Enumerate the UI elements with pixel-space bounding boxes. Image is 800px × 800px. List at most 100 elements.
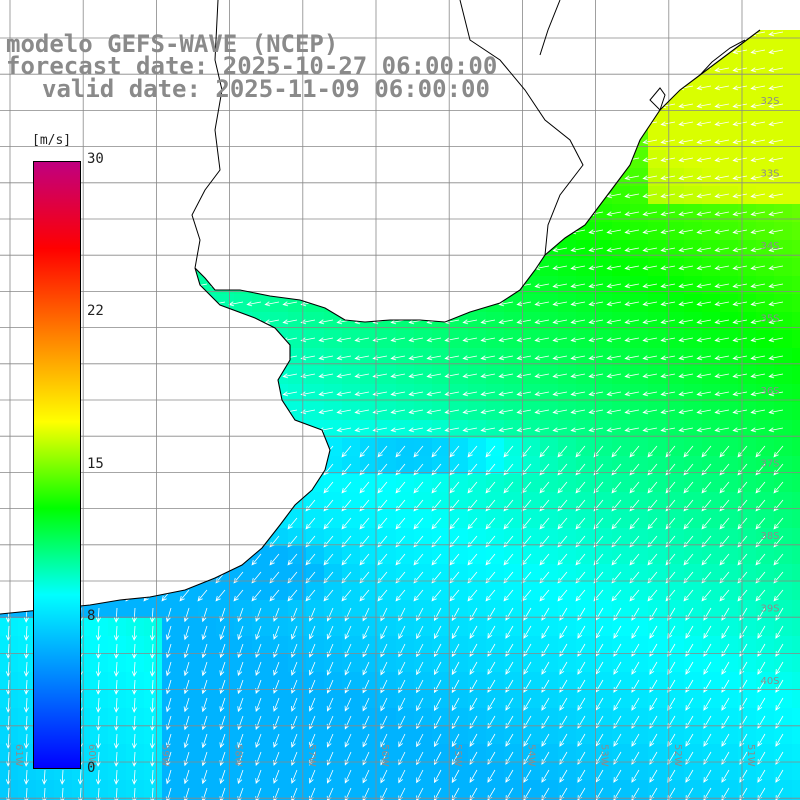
speed-cell — [198, 654, 217, 673]
speed-cell — [90, 114, 109, 133]
wind-arrow — [714, 373, 730, 379]
speed-cell — [180, 492, 199, 511]
speed-cell — [198, 222, 217, 241]
wind-arrow — [161, 463, 172, 476]
speed-cell — [792, 348, 800, 367]
speed-cell — [774, 114, 793, 133]
speed-cell — [612, 348, 631, 367]
speed-cell — [126, 150, 145, 169]
wind-arrow — [570, 247, 586, 253]
wind-arrow — [102, 373, 118, 379]
speed-cell — [0, 420, 19, 439]
speed-cell — [630, 114, 649, 133]
speed-cell — [324, 186, 343, 205]
speed-cell — [378, 672, 397, 691]
wind-arrow — [642, 319, 658, 325]
wind-arrow — [113, 751, 119, 767]
wind-arrow — [449, 445, 460, 458]
wind-arrow — [305, 463, 316, 476]
speed-cell — [432, 222, 451, 241]
speed-cell — [720, 402, 739, 421]
speed-cell — [108, 402, 127, 421]
wind-arrow — [660, 31, 676, 37]
speed-cell — [738, 240, 757, 259]
wind-arrow — [269, 481, 280, 494]
speed-cell — [108, 330, 127, 349]
wind-arrow — [336, 139, 352, 145]
speed-cell — [378, 690, 397, 709]
speed-cell — [540, 384, 559, 403]
speed-cell — [234, 672, 253, 691]
wind-arrow — [498, 139, 514, 145]
speed-cell — [396, 330, 415, 349]
wind-arrow — [552, 67, 568, 73]
wind-arrow — [390, 391, 406, 397]
speed-cell — [504, 708, 523, 727]
speed-cell — [378, 798, 397, 800]
speed-cell — [180, 690, 199, 709]
wind-arrow — [165, 679, 172, 695]
wind-arrow — [416, 733, 424, 748]
speed-cell — [0, 492, 19, 511]
wind-arrow — [611, 517, 622, 530]
wind-arrow — [174, 211, 190, 217]
wind-arrow — [174, 139, 190, 145]
wind-arrow — [750, 409, 766, 415]
wind-arrow — [588, 157, 604, 163]
wind-arrow — [431, 481, 442, 494]
speed-cell — [468, 420, 487, 439]
speed-cell — [702, 762, 721, 781]
wind-arrow — [577, 697, 586, 711]
wind-arrow — [552, 175, 568, 181]
speed-cell — [180, 222, 199, 241]
speed-cell — [288, 690, 307, 709]
wind-arrow — [149, 661, 155, 677]
wind-arrow — [161, 499, 172, 512]
speed-cell — [252, 204, 271, 223]
speed-cell — [756, 96, 775, 115]
wind-arrow — [588, 355, 604, 361]
speed-cell — [252, 456, 271, 475]
speed-cell — [162, 492, 181, 511]
speed-cell — [738, 600, 757, 619]
wind-arrow — [287, 481, 298, 494]
wind-arrow — [732, 373, 748, 379]
wind-arrow — [246, 193, 262, 199]
speed-cell — [612, 762, 631, 781]
wind-arrow — [372, 31, 388, 37]
wind-arrow — [516, 301, 532, 307]
wind-arrow — [156, 103, 172, 109]
speed-cell — [0, 204, 19, 223]
wind-arrow — [498, 247, 514, 253]
speed-cell — [522, 312, 541, 331]
speed-cell — [288, 222, 307, 241]
speed-cell — [630, 618, 649, 637]
wind-arrow — [264, 301, 280, 307]
speed-cell — [486, 798, 505, 800]
wind-arrow — [354, 103, 370, 109]
wind-arrow — [631, 643, 640, 657]
wind-arrow — [156, 373, 172, 379]
wind-arrow — [660, 409, 676, 415]
speed-cell — [324, 402, 343, 421]
wind-arrow — [642, 301, 658, 307]
wind-arrow — [323, 589, 334, 602]
speed-cell — [324, 744, 343, 763]
wind-arrow — [660, 355, 676, 361]
wind-arrow — [84, 211, 100, 217]
wind-arrow — [219, 697, 226, 713]
speed-cell — [540, 60, 559, 79]
speed-cell — [144, 492, 163, 511]
wind-arrow — [264, 211, 280, 217]
speed-cell — [198, 402, 217, 421]
speed-cell — [558, 186, 577, 205]
speed-cell — [522, 654, 541, 673]
wind-arrow — [480, 283, 496, 289]
speed-cell — [396, 150, 415, 169]
wind-arrow — [318, 157, 334, 163]
speed-cell — [252, 366, 271, 385]
wind-arrow — [678, 391, 694, 397]
wind-arrow — [354, 229, 370, 235]
wind-arrow — [138, 193, 154, 199]
speed-cell — [198, 690, 217, 709]
